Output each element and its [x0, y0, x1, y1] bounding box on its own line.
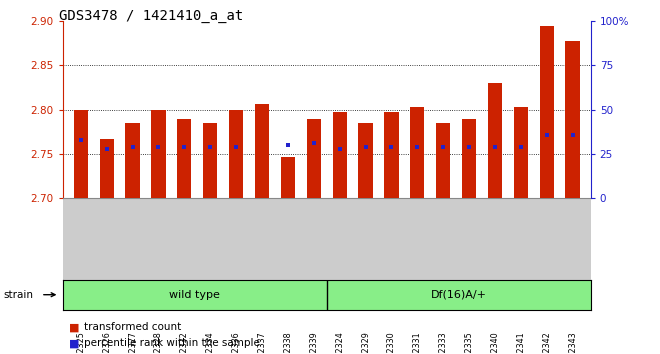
- Bar: [540, 25, 554, 198]
- Text: wild type: wild type: [169, 290, 220, 300]
- Bar: [436, 123, 450, 198]
- Bar: [358, 123, 373, 198]
- Text: GDS3478 / 1421410_a_at: GDS3478 / 1421410_a_at: [59, 9, 244, 23]
- Bar: [333, 112, 346, 198]
- Bar: [410, 107, 424, 198]
- Bar: [384, 112, 399, 198]
- Bar: [307, 119, 321, 198]
- Bar: [74, 110, 88, 198]
- Bar: [125, 123, 140, 198]
- Bar: [229, 110, 244, 198]
- Text: ■: ■: [69, 338, 80, 348]
- Bar: [280, 156, 295, 198]
- Text: Df(16)A/+: Df(16)A/+: [431, 290, 486, 300]
- Text: transformed count: transformed count: [84, 322, 181, 332]
- Text: strain: strain: [3, 290, 33, 300]
- Bar: [203, 123, 217, 198]
- Bar: [513, 107, 528, 198]
- Bar: [178, 119, 191, 198]
- Bar: [566, 41, 579, 198]
- Bar: [462, 119, 476, 198]
- Bar: [100, 139, 114, 198]
- Bar: [255, 103, 269, 198]
- Bar: [151, 110, 166, 198]
- Bar: [488, 83, 502, 198]
- Text: ■: ■: [69, 322, 80, 332]
- Text: percentile rank within the sample: percentile rank within the sample: [84, 338, 259, 348]
